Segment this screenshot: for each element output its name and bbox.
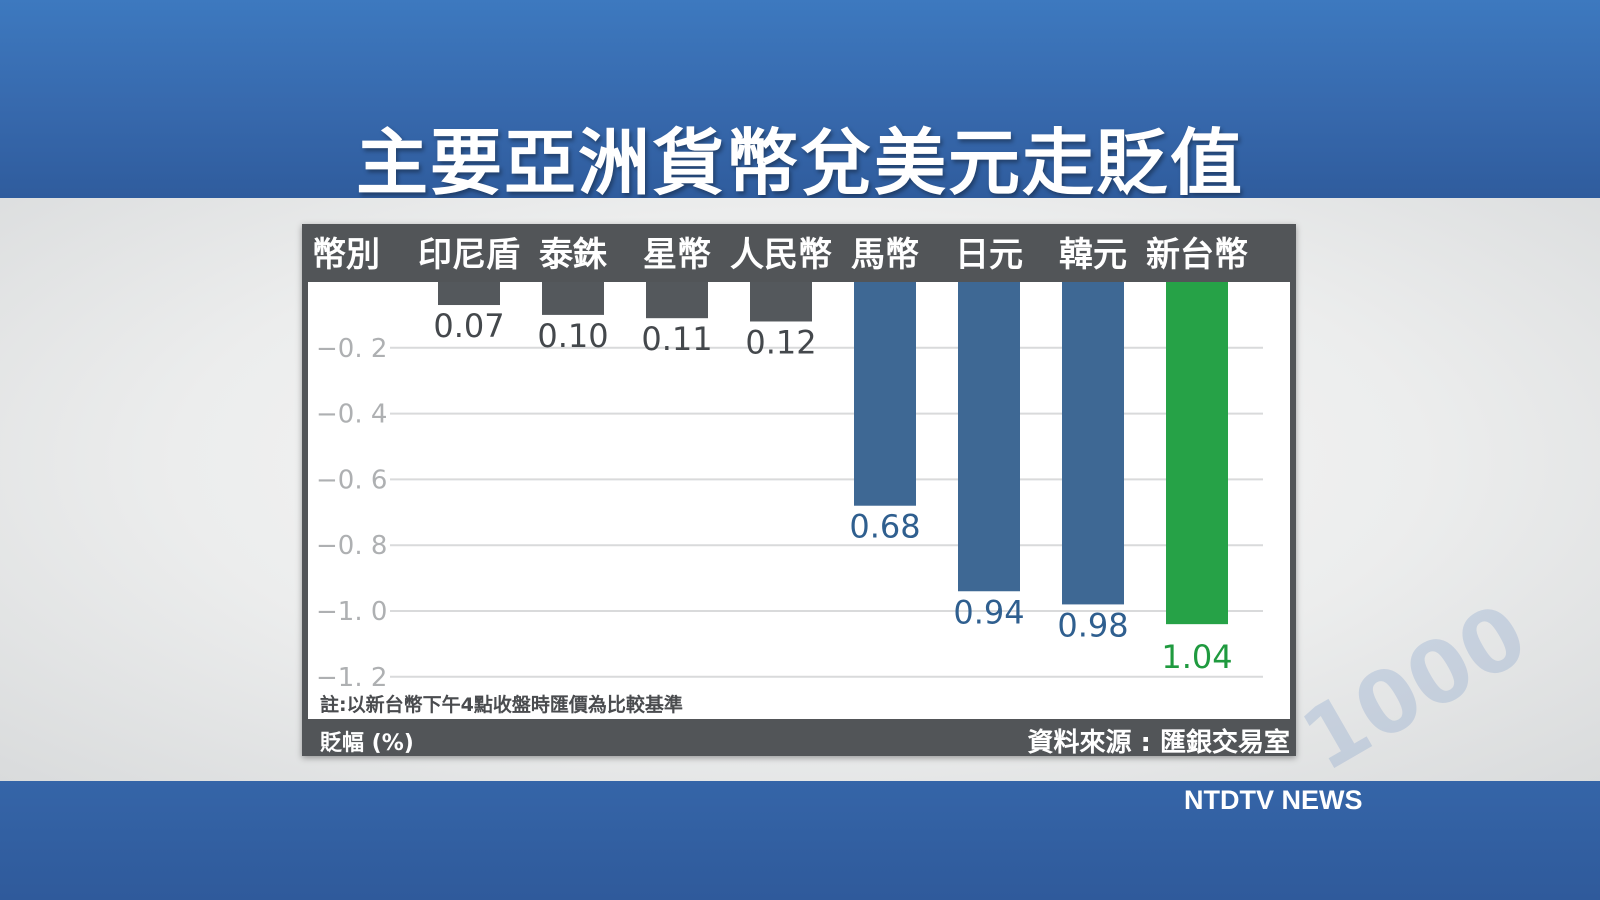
bar-value-label: 0.12 <box>745 323 816 361</box>
y-tick-label: −1. 2 <box>316 663 387 693</box>
banknote-decoration: 1000 <box>1286 584 1544 792</box>
bar-value-label: 0.10 <box>537 317 608 355</box>
bar-value-label: 0.94 <box>953 593 1024 631</box>
top-banner <box>0 0 1600 198</box>
bar-3 <box>750 282 812 322</box>
source-label: 資料來源 : 匯銀交易室 <box>1027 728 1290 758</box>
y-tick-label: −0. 2 <box>316 334 387 364</box>
bar-7 <box>1166 282 1228 625</box>
plot-area: −0. 2 −0. 4 −0. 6 −0. 8 −1. 0 −1. 2 0.07 0.10 0.… <box>308 282 1290 719</box>
bar-2 <box>646 282 708 319</box>
category-label: 印尼盾 <box>418 235 520 275</box>
category-label: 泰銖 <box>539 235 607 275</box>
bar-value-label: 0.07 <box>433 307 504 345</box>
y-tick-label: −1. 0 <box>316 597 387 627</box>
category-label: 韓元 <box>1059 235 1127 275</box>
chart-panel: 幣別 印尼盾 泰銖 星幣 人民幣 馬幣 日元 韓元 新台幣 −0. 2 −0. 4 −0. 6 −0… <box>302 224 1296 758</box>
bar-4 <box>854 282 916 506</box>
category-label: 星幣 <box>643 235 711 275</box>
bottom-banner <box>0 781 1600 900</box>
bar-0 <box>438 282 500 306</box>
category-label: 馬幣 <box>851 235 919 275</box>
bar-value-label: 1.04 <box>1161 638 1232 676</box>
network-logo: NTDTV NEWS <box>1184 785 1363 815</box>
y-tick-label: −0. 6 <box>316 465 387 495</box>
bar-5 <box>958 282 1020 592</box>
headline: 主要亞洲貨幣兌美元走貶值 <box>355 121 1244 205</box>
category-label: 日元 <box>955 235 1023 275</box>
category-label: 人民幣 <box>730 235 832 275</box>
category-axis-header: 幣別 <box>312 235 380 275</box>
chart-footnote: 註:以新台幣下午4點收盤時匯價為比較基準 <box>320 694 683 716</box>
y-tick-label: −0. 8 <box>316 531 387 561</box>
bar-value-label: 0.68 <box>849 508 920 546</box>
bar-chart: −0. 2 −0. 4 −0. 6 −0. 8 −1. 0 −1. 2 0.07 0.10 0.… <box>316 282 1263 693</box>
category-label: 新台幣 <box>1146 235 1248 275</box>
bar-1 <box>542 282 604 315</box>
bar-value-label: 0.98 <box>1057 606 1128 644</box>
unit-label: 貶幅 (%) <box>320 731 414 756</box>
bar-6 <box>1062 282 1124 605</box>
y-tick-label: −0. 4 <box>316 400 387 430</box>
bar-value-label: 0.11 <box>641 320 712 358</box>
